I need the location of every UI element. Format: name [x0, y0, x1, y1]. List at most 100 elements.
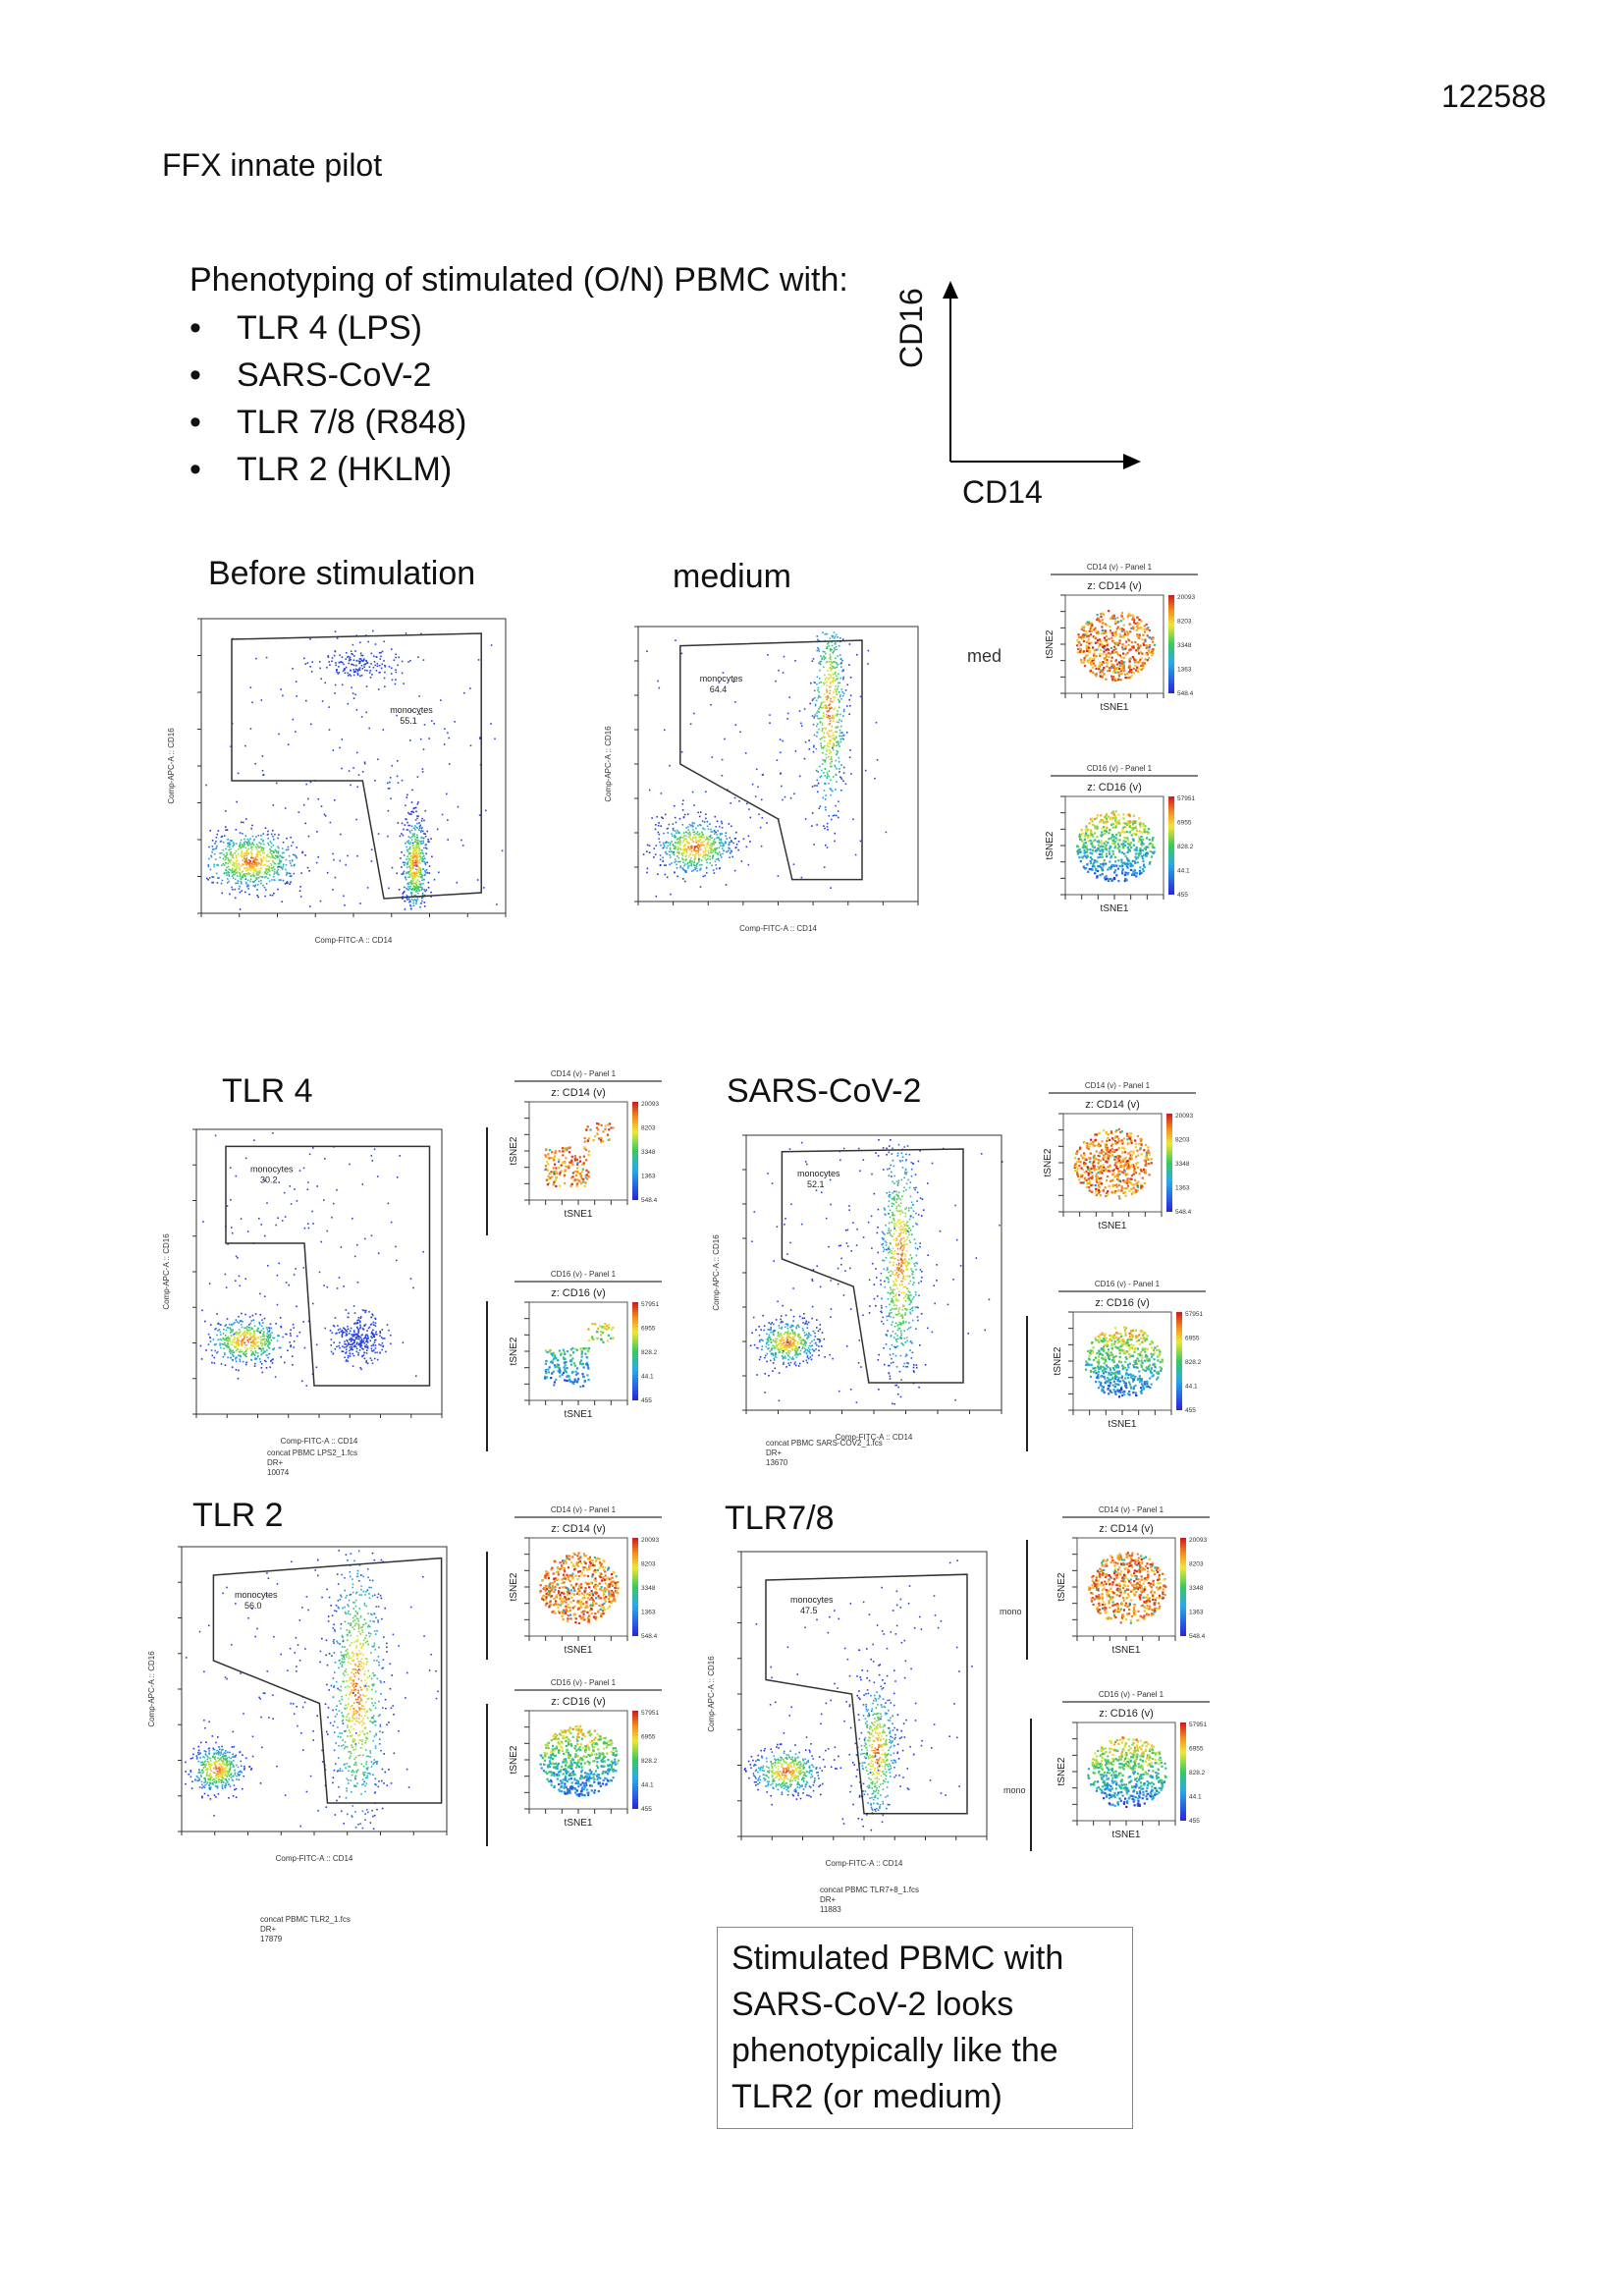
- y-axis-label: Comp-APC-A :: CD16: [712, 1234, 721, 1311]
- gate-label: monocytes: [250, 1165, 294, 1175]
- tsne-points: [1087, 1736, 1167, 1808]
- dot-cloud: [749, 1139, 1001, 1405]
- monocyte-gate: [679, 639, 863, 881]
- tsne-plot-medium-cd14: CD14 (v) - Panel 1 z: CD14 (v) 20093 8203 33…: [1045, 563, 1198, 713]
- color-scale-label: 8203: [1177, 619, 1192, 626]
- dot-cloud: [205, 629, 504, 910]
- tsne-header: CD14 (v) - Panel 1: [551, 1505, 617, 1514]
- tsne-frame: [528, 1301, 628, 1401]
- cd14-axis-label: CD14: [962, 474, 1043, 510]
- gate-label: monocytes: [790, 1595, 834, 1605]
- color-scale-label: 6955: [1189, 1746, 1204, 1753]
- gate-value: 64.4: [710, 684, 728, 694]
- tsne-y-label: tSNE2: [1045, 831, 1056, 859]
- gate-label: monocytes: [700, 674, 743, 683]
- tsne-y-label: tSNE2: [1056, 1572, 1067, 1601]
- color-scale-label: 828.2: [641, 1758, 658, 1765]
- color-scale-label: 455: [641, 1397, 652, 1404]
- monocyte-gate: [212, 1557, 443, 1804]
- color-scale-label: 20093: [1177, 594, 1195, 601]
- color-scale-label: 44.1: [1185, 1384, 1198, 1391]
- title-tlr2: TLR 2: [192, 1497, 284, 1534]
- tsne-plot-tlr78-cd16: CD16 (v) - Panel 1 z: CD16 (v) 57951 6955 82…: [1056, 1690, 1210, 1840]
- tsne-header: CD16 (v) - Panel 1: [551, 1270, 617, 1279]
- color-scale-label: 57951: [1185, 1311, 1203, 1318]
- x-axis-label: Comp-FITC-A :: CD14: [315, 936, 393, 945]
- tsne-frame: [1076, 1722, 1176, 1822]
- color-scale-bar: [1168, 796, 1174, 895]
- tsne-points: [539, 1724, 620, 1798]
- color-scale-bar: [632, 1102, 638, 1200]
- color-scale-label: 57951: [1189, 1722, 1207, 1728]
- color-scale-label: 3348: [1189, 1585, 1204, 1592]
- list-item: TLR 4 (LPS): [189, 304, 466, 352]
- color-scale-label: 455: [1189, 1818, 1200, 1825]
- dot-cloud: [199, 1132, 424, 1387]
- tsne-plot-tlr78-cd14: CD14 (v) - Panel 1 z: CD14 (v) 20093 8203 33…: [1056, 1505, 1210, 1656]
- tsne-points: [1075, 810, 1156, 883]
- tsne-x-label: tSNE1: [565, 1818, 593, 1829]
- title-before-stimulation: Before stimulation: [208, 555, 476, 592]
- tsne-y-label: tSNE2: [509, 1337, 519, 1365]
- gate-value: 30.2: [260, 1175, 278, 1185]
- tsne-plot-sars-cd14: CD14 (v) - Panel 1 z: CD14 (v) 20093 8203 33…: [1043, 1081, 1196, 1231]
- color-scale-label: 44.1: [1177, 868, 1190, 875]
- gate-value: 55.1: [400, 716, 417, 726]
- tsne-z-label: z: CD16 (v): [1095, 1297, 1150, 1309]
- page-title: FFX innate pilot: [162, 147, 383, 183]
- color-scale-bar: [1168, 595, 1174, 693]
- color-scale-label: 1363: [1177, 667, 1192, 674]
- x-axis-label: Comp-FITC-A :: CD14: [826, 1859, 903, 1868]
- title-sars: SARS-CoV-2: [727, 1072, 922, 1110]
- color-scale-label: 548.4: [1175, 1209, 1192, 1216]
- list-item: TLR 2 (HKLM): [189, 446, 466, 493]
- tsne-header: CD16 (v) - Panel 1: [1095, 1280, 1161, 1288]
- color-scale-label: 828.2: [1177, 844, 1194, 850]
- list-item: SARS-CoV-2: [189, 352, 466, 399]
- tsne-y-label: tSNE2: [509, 1136, 519, 1165]
- tsne-y-label: tSNE2: [1045, 629, 1056, 658]
- y-axis-label: Comp-APC-A :: CD16: [707, 1656, 716, 1732]
- color-scale-label: 44.1: [1189, 1794, 1202, 1801]
- tsne-points: [544, 1122, 615, 1188]
- tsne-z-label: z: CD14 (v): [1099, 1523, 1154, 1535]
- tsne-x-label: tSNE1: [1112, 1830, 1141, 1840]
- color-scale-label: 8203: [641, 1125, 656, 1132]
- color-scale-label: 8203: [641, 1561, 656, 1568]
- side-label-mono: mono: [1000, 1607, 1022, 1616]
- color-scale-bar: [1166, 1114, 1172, 1212]
- tsne-z-label: z: CD16 (v): [1087, 782, 1142, 793]
- tsne-points: [1076, 610, 1156, 683]
- color-scale-label: 20093: [641, 1537, 659, 1544]
- tsne-x-label: tSNE1: [1099, 1221, 1127, 1231]
- y-axis-label: Comp-APC-A :: CD16: [167, 728, 176, 804]
- color-scale-label: 6955: [1177, 820, 1192, 827]
- tsne-points: [1085, 1326, 1164, 1398]
- color-scale-label: 3348: [641, 1585, 656, 1592]
- title-tlr4: TLR 4: [222, 1072, 313, 1110]
- tsne-header: CD14 (v) - Panel 1: [1085, 1081, 1151, 1090]
- stimulation-list: TLR 4 (LPS) SARS-CoV-2 TLR 7/8 (R848) TL…: [189, 304, 466, 493]
- plot-frame: [637, 626, 919, 902]
- tsne-x-label: tSNE1: [565, 1209, 593, 1220]
- tsne-header: CD14 (v) - Panel 1: [551, 1069, 617, 1078]
- tsne-z-label: z: CD14 (v): [1085, 1099, 1140, 1111]
- tsne-header: CD16 (v) - Panel 1: [1099, 1690, 1164, 1699]
- tsne-header: CD14 (v) - Panel 1: [1099, 1505, 1164, 1514]
- color-scale-bar: [632, 1711, 638, 1809]
- tsne-x-label: tSNE1: [1112, 1645, 1141, 1656]
- color-scale-label: 828.2: [1189, 1770, 1206, 1777]
- tsne-points: [1073, 1127, 1153, 1200]
- subtitle: Phenotyping of stimulated (O/N) PBMC wit…: [189, 261, 848, 299]
- tsne-x-label: tSNE1: [1101, 702, 1129, 713]
- color-scale-label: 3348: [641, 1149, 656, 1156]
- tsne-plot-tlr4-cd14: CD14 (v) - Panel 1 z: CD14 (v) 20093 8203 33…: [509, 1069, 662, 1220]
- x-axis-label: Comp-FITC-A :: CD14: [281, 1437, 358, 1446]
- plot-frame: [181, 1546, 448, 1832]
- color-scale-label: 57951: [641, 1710, 659, 1717]
- file-info-tlr2: concat PBMC TLR2_1.fcs DR+ 17879: [260, 1915, 351, 1943]
- color-scale-label: 6955: [641, 1734, 656, 1741]
